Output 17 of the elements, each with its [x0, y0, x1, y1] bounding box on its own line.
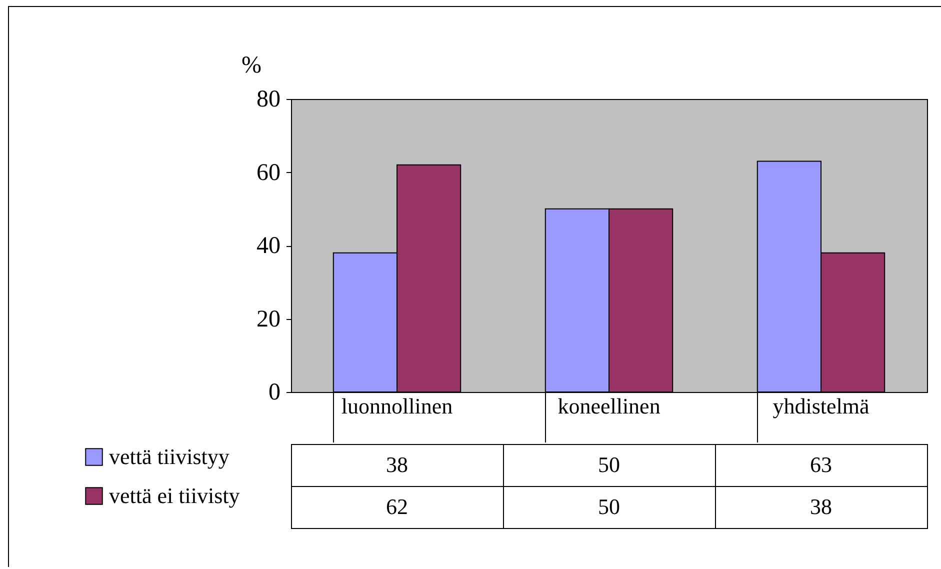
- y-axis-title: %: [242, 52, 262, 78]
- y-tick-label: 60: [256, 160, 280, 186]
- x-tick-label: luonnollinen: [341, 394, 453, 418]
- data-label: 38: [810, 494, 832, 519]
- x-tick-label: yhdistelmä: [772, 394, 870, 418]
- y-tick-label: 20: [256, 306, 280, 332]
- data-label: 38: [386, 452, 408, 477]
- y-tick-label: 40: [256, 233, 280, 259]
- legend-label: vettä tiivistyy: [109, 444, 230, 469]
- x-tick-label: koneellinen: [558, 394, 660, 418]
- y-tick-label: 80: [256, 86, 280, 112]
- legend-label: vettä ei tiivisty: [109, 483, 240, 508]
- data-label: 62: [386, 494, 408, 519]
- data-label: 50: [598, 494, 620, 519]
- data-label: 63: [810, 452, 832, 477]
- data-label: 50: [598, 452, 620, 477]
- y-tick-label: 0: [268, 380, 280, 406]
